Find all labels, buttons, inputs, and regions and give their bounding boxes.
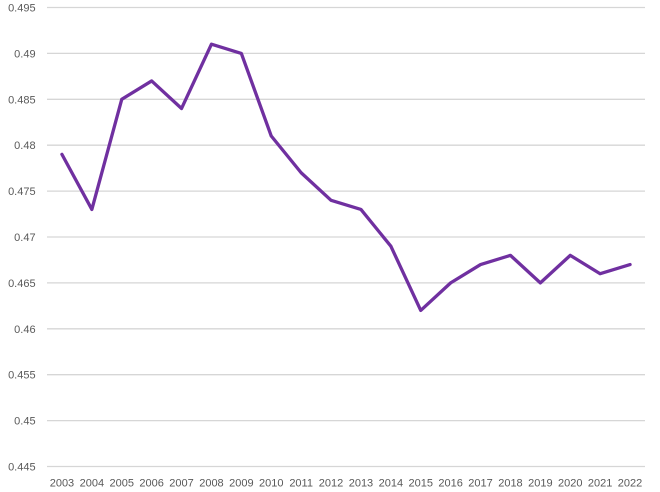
svg-text:2022: 2022 [618,478,642,490]
svg-text:2013: 2013 [349,478,373,490]
svg-text:2015: 2015 [409,478,433,490]
svg-text:2005: 2005 [110,478,134,490]
svg-text:2018: 2018 [498,478,522,490]
svg-text:0.48: 0.48 [14,140,35,152]
svg-text:0.475: 0.475 [8,186,36,198]
svg-text:2014: 2014 [379,478,403,490]
svg-text:0.495: 0.495 [8,3,36,15]
svg-text:2017: 2017 [468,478,492,490]
svg-text:2003: 2003 [50,478,74,490]
svg-text:2010: 2010 [259,478,283,490]
svg-text:2016: 2016 [438,478,462,490]
svg-text:0.47: 0.47 [14,232,35,244]
svg-text:0.45: 0.45 [14,416,35,428]
svg-text:2008: 2008 [199,478,223,490]
svg-text:2006: 2006 [139,478,163,490]
svg-text:2007: 2007 [169,478,193,490]
svg-text:2019: 2019 [528,478,552,490]
svg-text:2009: 2009 [229,478,253,490]
svg-text:2020: 2020 [558,478,582,490]
svg-text:2011: 2011 [289,478,313,490]
svg-text:0.46: 0.46 [14,324,35,336]
svg-text:0.49: 0.49 [14,48,35,60]
svg-text:0.465: 0.465 [8,278,36,290]
svg-text:2021: 2021 [588,478,612,490]
svg-text:2012: 2012 [319,478,343,490]
svg-text:0.445: 0.445 [8,462,36,474]
svg-text:0.455: 0.455 [8,370,36,382]
svg-text:0.485: 0.485 [8,94,36,106]
svg-text:2004: 2004 [80,478,104,490]
